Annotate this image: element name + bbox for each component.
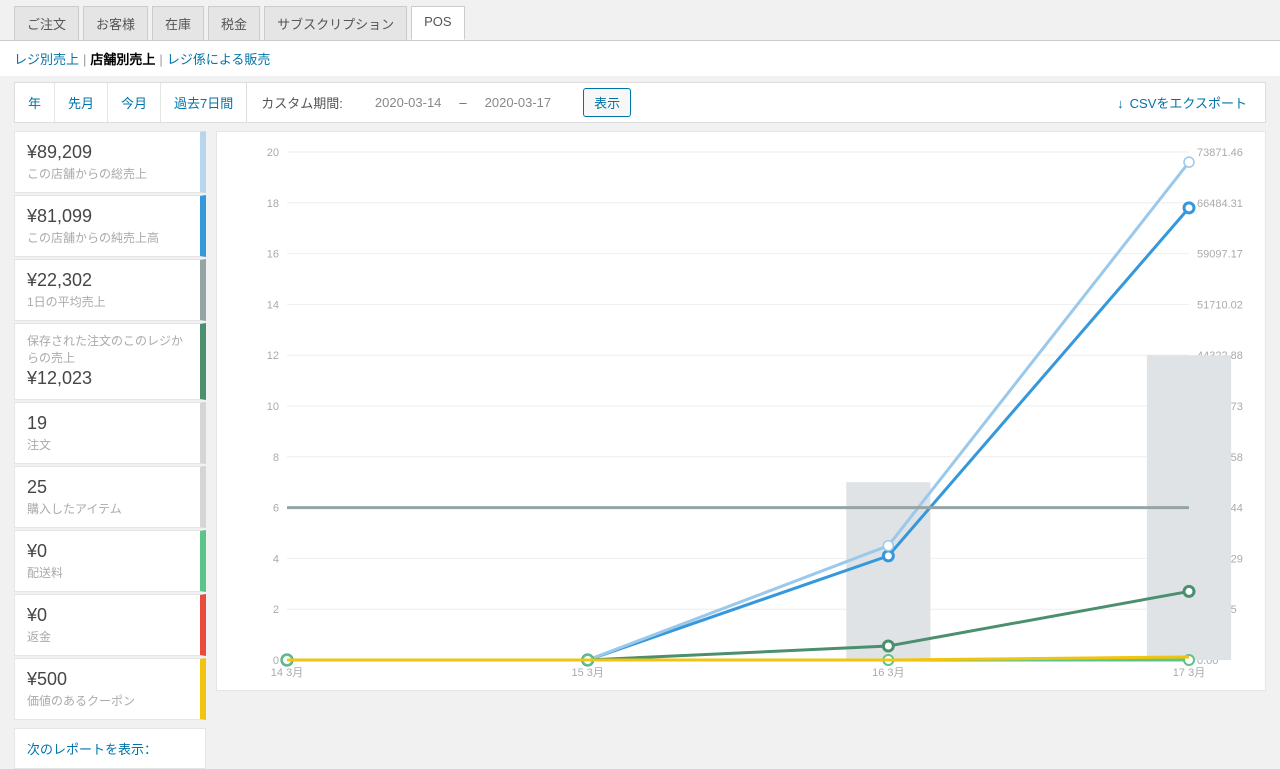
export-csv-label: CSVをエクスポート <box>1130 96 1247 111</box>
svg-text:14 3月: 14 3月 <box>271 667 303 679</box>
stat-label: 1日の平均売上 <box>27 293 188 310</box>
stat-label: 返金 <box>27 628 188 645</box>
svg-text:12: 12 <box>267 350 279 362</box>
stat-value: ¥22,302 <box>27 270 188 291</box>
svg-text:66484.31: 66484.31 <box>1197 198 1243 210</box>
date-from[interactable]: 2020-03-14 <box>357 89 460 116</box>
stat-value: 25 <box>27 477 188 498</box>
date-dash: – <box>459 95 466 110</box>
separator: | <box>83 52 86 67</box>
svg-text:2: 2 <box>273 604 279 616</box>
main-tab-サブスクリプション[interactable]: サブスクリプション <box>264 6 407 40</box>
svg-text:10: 10 <box>267 401 279 413</box>
main-tab-在庫[interactable]: 在庫 <box>152 6 204 40</box>
stat-value: ¥81,099 <box>27 206 188 227</box>
show-button[interactable]: 表示 <box>583 88 631 117</box>
svg-text:4: 4 <box>273 553 279 565</box>
svg-text:17 3月: 17 3月 <box>1173 667 1205 679</box>
export-csv-link[interactable]: ↓ CSVをエクスポート <box>1099 93 1265 112</box>
main-tab-税金[interactable]: 税金 <box>208 6 260 40</box>
stat-card-6[interactable]: ¥0 配送料 <box>14 530 206 592</box>
main-tab-ご注文[interactable]: ご注文 <box>14 6 79 40</box>
svg-text:18: 18 <box>267 198 279 210</box>
stat-label: 注文 <box>27 436 188 453</box>
svg-text:14: 14 <box>267 299 279 311</box>
stat-label: 購入したアイテム <box>27 500 188 517</box>
range-tab-3[interactable]: 過去7日間 <box>161 83 247 122</box>
stat-label: この店舗からの純売上高 <box>27 229 188 246</box>
stat-label: この店舗からの総売上 <box>27 165 188 182</box>
svg-text:16: 16 <box>267 249 279 261</box>
stat-value: ¥0 <box>27 541 188 562</box>
range-tab-1[interactable]: 先月 <box>55 83 108 122</box>
main-tab-POS[interactable]: POS <box>411 6 464 40</box>
stat-card-3[interactable]: 保存された注文のこのレジからの売上¥12,023 <box>14 323 206 400</box>
stat-label: 価値のあるクーポン <box>27 692 188 709</box>
stat-label: 配送料 <box>27 564 188 581</box>
svg-text:51710.02: 51710.02 <box>1197 299 1243 311</box>
svg-text:15 3月: 15 3月 <box>571 667 603 679</box>
range-tab-2[interactable]: 今月 <box>108 83 161 122</box>
next-report-link[interactable]: 次のレポートを表示： <box>14 728 206 769</box>
custom-range-label: カスタム期間: <box>247 93 357 112</box>
svg-text:0: 0 <box>273 655 279 667</box>
stat-card-8[interactable]: ¥500 価値のあるクーポン <box>14 658 206 720</box>
stat-value: 19 <box>27 413 188 434</box>
sublink-2[interactable]: レジ係による販売 <box>167 52 271 67</box>
svg-text:16 3月: 16 3月 <box>872 667 904 679</box>
stat-label: 保存された注文のこのレジからの売上 <box>27 332 188 366</box>
stat-value: ¥89,209 <box>27 142 188 163</box>
stat-value: ¥12,023 <box>27 368 188 389</box>
stat-value: ¥0 <box>27 605 188 626</box>
svg-text:59097.17: 59097.17 <box>1197 249 1243 261</box>
stat-card-1[interactable]: ¥81,099 この店舗からの純売上高 <box>14 195 206 257</box>
sublink-1[interactable]: 店舗別売上 <box>90 52 155 67</box>
svg-text:73871.46: 73871.46 <box>1197 147 1243 159</box>
sublink-0[interactable]: レジ別売上 <box>14 52 79 67</box>
separator: | <box>159 52 162 67</box>
stat-card-4[interactable]: 19 注文 <box>14 402 206 464</box>
stat-card-7[interactable]: ¥0 返金 <box>14 594 206 656</box>
main-tab-お客様[interactable]: お客様 <box>83 6 148 40</box>
stat-value: ¥500 <box>27 669 188 690</box>
svg-text:20: 20 <box>267 147 279 159</box>
chart-panel: 024681012141618200.007387.1514774.292216… <box>216 131 1266 691</box>
stat-card-2[interactable]: ¥22,302 1日の平均売上 <box>14 259 206 321</box>
stat-card-0[interactable]: ¥89,209 この店舗からの総売上 <box>14 131 206 193</box>
stat-card-5[interactable]: 25 購入したアイテム <box>14 466 206 528</box>
download-icon: ↓ <box>1117 96 1124 111</box>
svg-text:6: 6 <box>273 503 279 515</box>
range-tab-0[interactable]: 年 <box>15 83 55 122</box>
date-to[interactable]: 2020-03-17 <box>467 89 570 116</box>
svg-text:8: 8 <box>273 452 279 464</box>
